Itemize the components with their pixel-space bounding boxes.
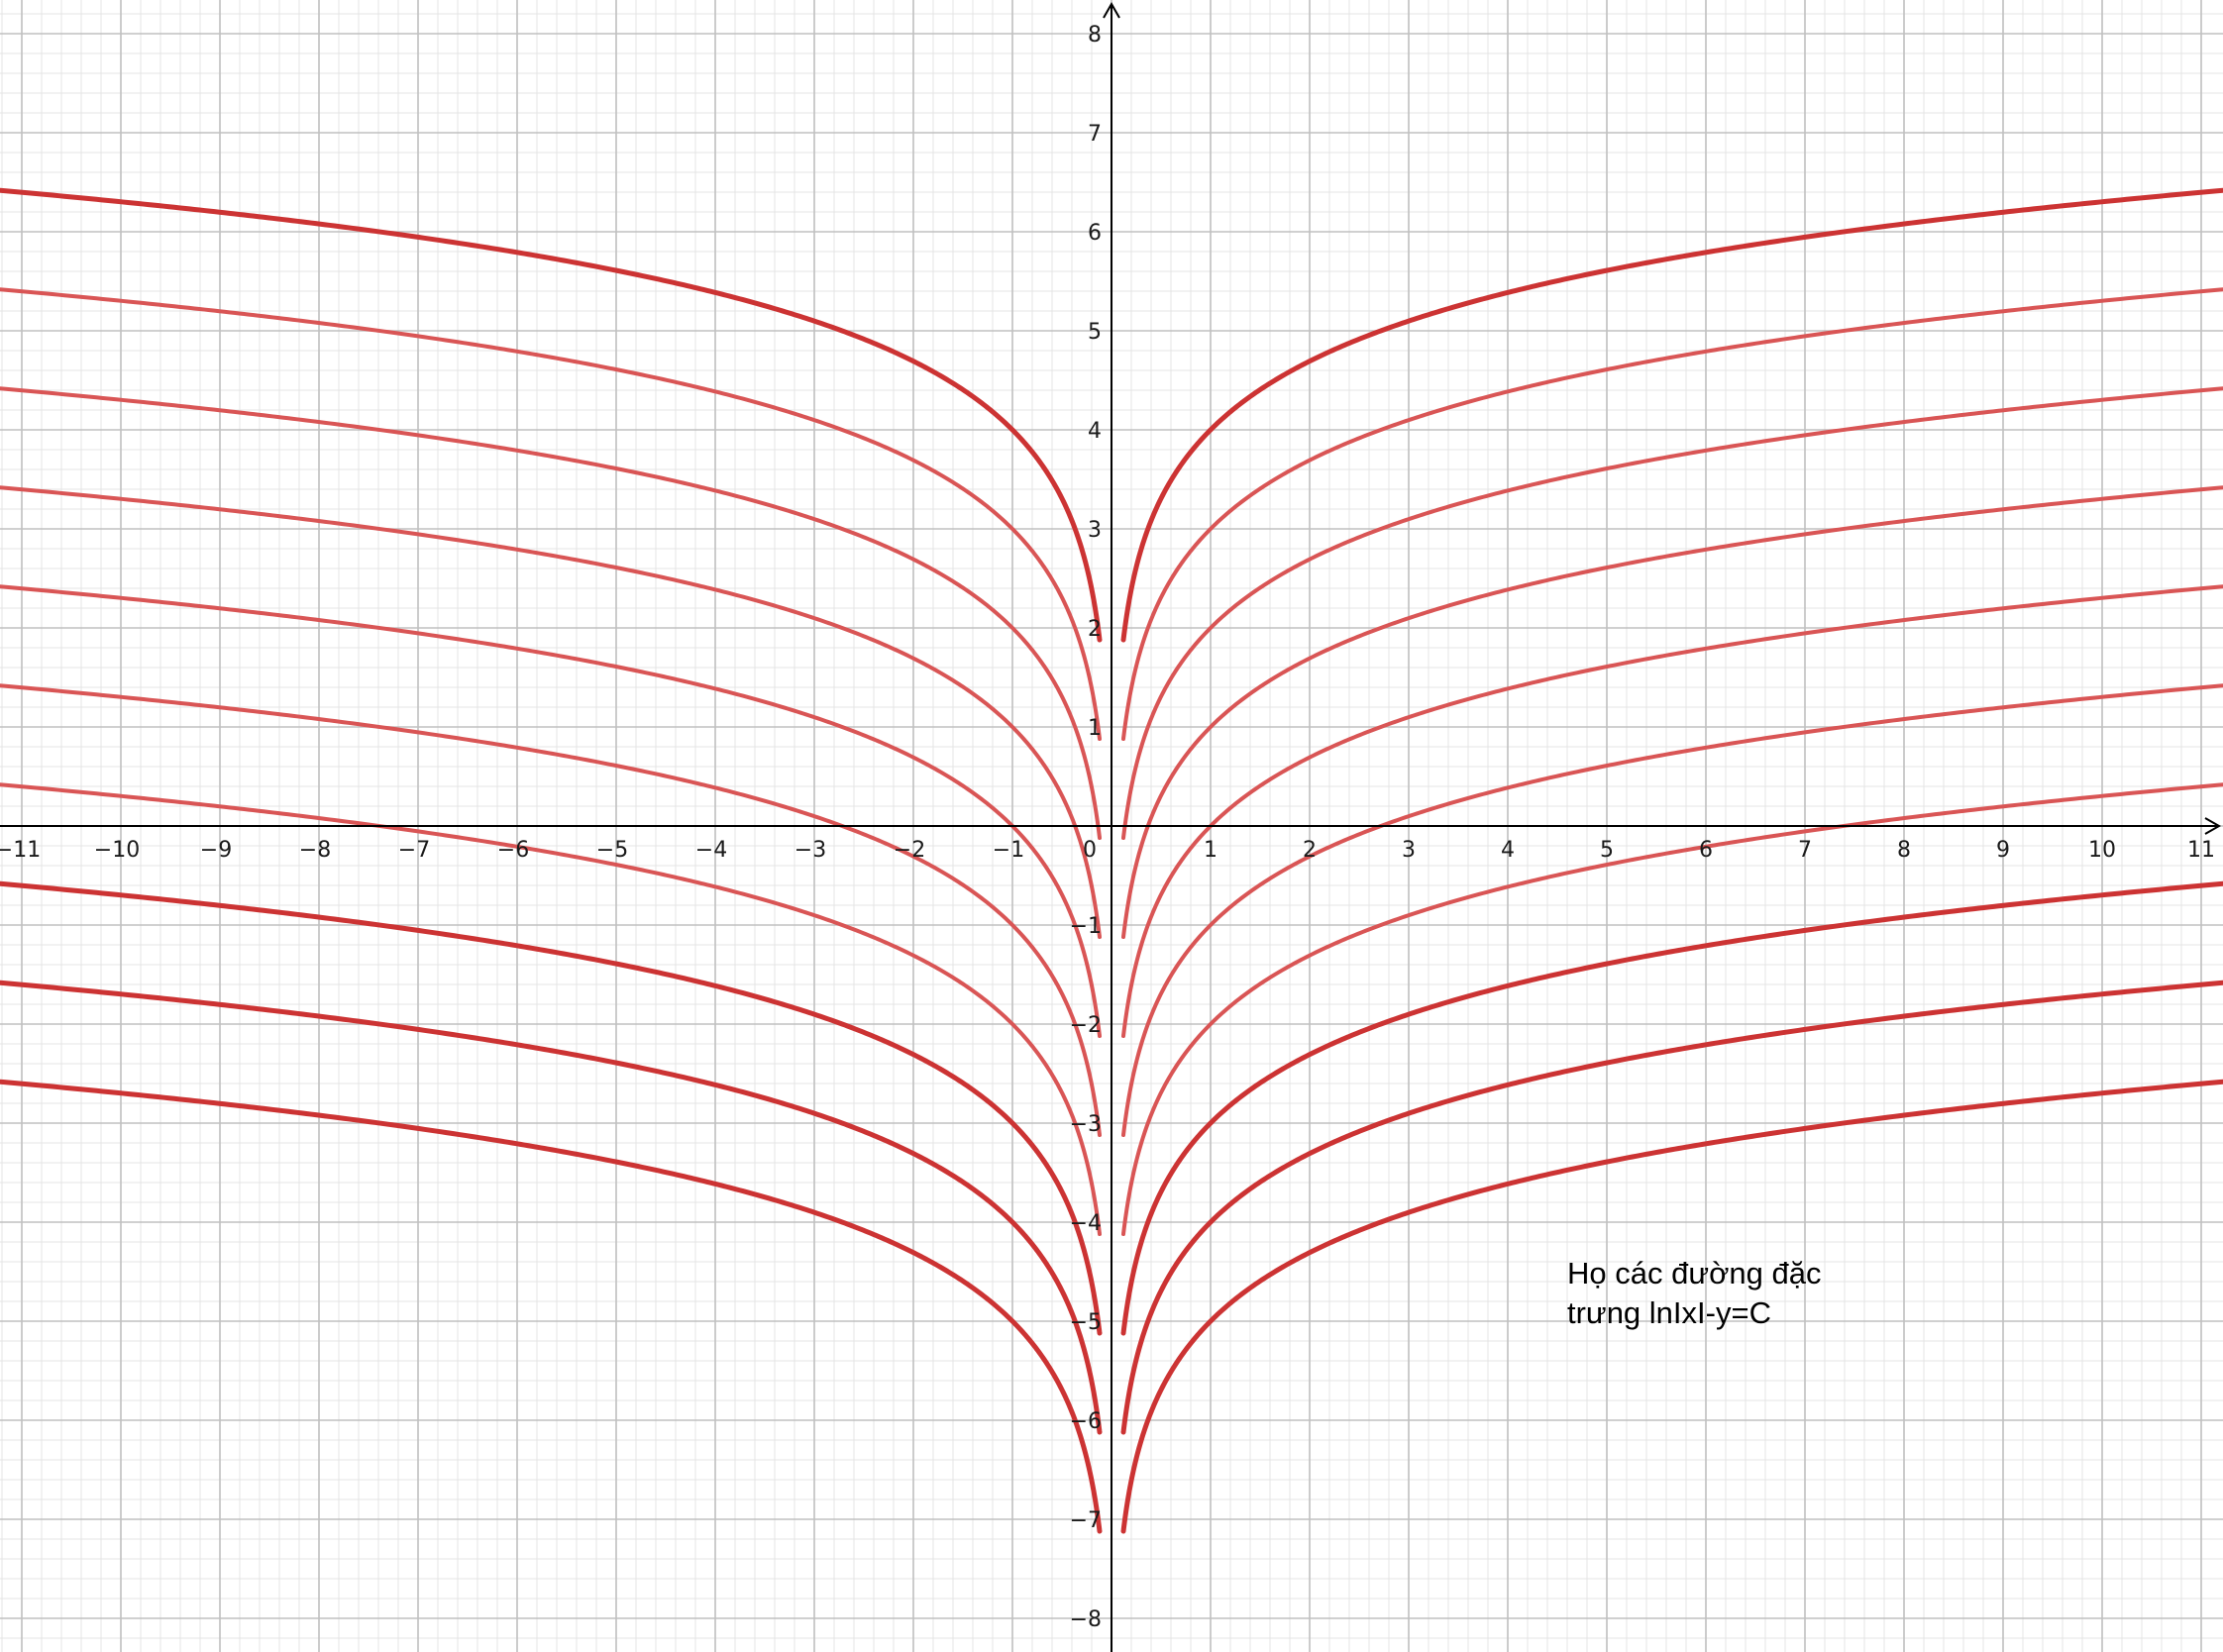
y-tick-label: −3 [1070,1112,1102,1137]
curve-c--3-right [1121,287,2223,742]
curve-c-3-left [0,880,1103,1336]
y-tick-label: −6 [1070,1409,1102,1434]
x-tick-label: −8 [299,838,331,863]
curve-c--2-left [0,386,1102,841]
x-tick-label: 6 [1699,838,1713,863]
curve-c-4-left [0,980,1103,1435]
x-tick-label: −3 [794,838,826,863]
y-tick-label: −5 [1070,1310,1102,1335]
x-tick-label: −7 [398,838,430,863]
x-tick-label: 5 [1600,838,1614,863]
x-tick-label: 4 [1501,838,1515,863]
x-tick-label: −9 [200,838,232,863]
y-tick-label: 7 [1088,122,1102,147]
y-tick-label: −7 [1070,1508,1102,1533]
y-tick-label: 8 [1088,23,1102,48]
curve-c--4-right [1120,187,2223,643]
curve-c--2-right [1121,386,2223,841]
curve-c-3-right [1120,880,2223,1336]
y-axis-arrow [1103,1,1120,19]
y-tick-label: −4 [1070,1211,1102,1236]
curve-c-1-left [0,683,1102,1138]
y-tick-label: −2 [1070,1013,1102,1038]
curve-c--1-right [1121,485,2223,940]
annotation-line-1: Họ các đường đặc [1567,1256,1822,1291]
y-tick-label: 3 [1088,518,1102,543]
x-tick-label: −5 [596,838,628,863]
curve-c-4-right [1120,980,2223,1435]
y-tick-label: −1 [1070,914,1102,939]
curve-c-5-right [1120,1079,2223,1534]
curve-c-2-right [1121,782,2223,1237]
x-tick-label: 9 [1996,838,2010,863]
curve-c--3-left [0,287,1102,742]
x-tick-label: 0 [1083,838,1097,863]
y-tick-label: 5 [1088,320,1102,345]
curve-c-0-left [0,584,1102,1039]
x-tick-label: 8 [1897,838,1911,863]
curve-c-5-left [0,1079,1103,1534]
x-tick-label: 2 [1303,838,1317,863]
y-tick-label: 1 [1088,716,1102,741]
tick-labels: −11 −10 −9 −8 −7 −6 −5 −4 −3 −2 −1 0 1 2 3 4 5 6 7 8 9 10 1187… [0,23,2215,1632]
annotation-line-2: trưng lnIxI-y=C [1567,1295,1771,1330]
y-tick-label: −8 [1070,1607,1102,1632]
x-tick-label: 10 [2088,838,2116,863]
x-tick-label: −2 [894,838,925,863]
x-tick-label: 3 [1402,838,1416,863]
x-tick-label: 11 [2187,838,2215,863]
y-tick-label: 4 [1088,419,1102,444]
x-axis-arrow [2204,817,2222,835]
x-tick-label: −6 [497,838,529,863]
x-tick-label: −4 [695,838,727,863]
y-tick-label: 2 [1088,617,1102,642]
curve-c-2-left [0,782,1102,1237]
x-tick-label: 7 [1798,838,1812,863]
curve-c-1-right [1121,683,2223,1138]
y-tick-label: 6 [1088,221,1102,246]
curve-family [0,187,2223,1534]
curve-c-0-right [1121,584,2223,1039]
x-tick-label: −1 [993,838,1024,863]
x-tick-label: 1 [1204,838,1217,863]
x-tick-label: −10 [94,838,140,863]
x-tick-label: −11 [0,838,41,863]
curve-c--4-left [0,187,1103,643]
curve-c--1-left [0,485,1102,940]
